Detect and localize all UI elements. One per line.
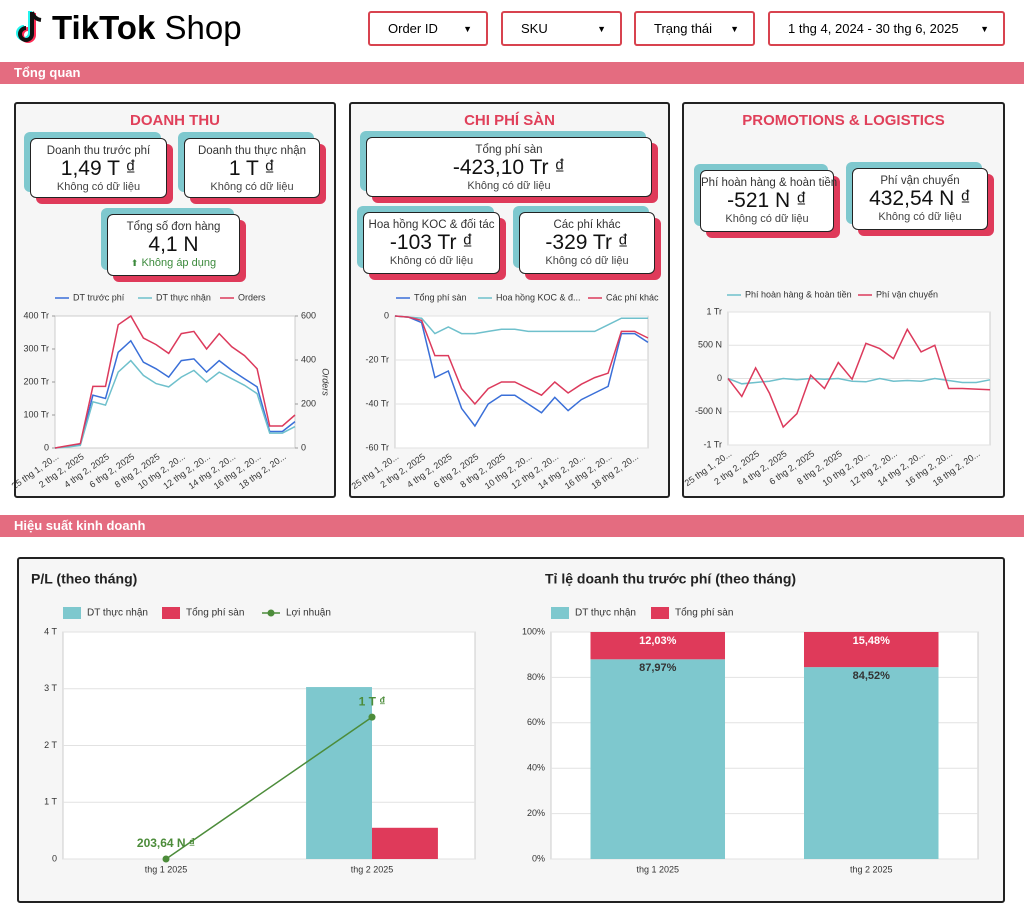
kpi-label: Các phí khác	[553, 219, 621, 231]
section-header: Hiệu suất kinh doanh	[0, 515, 1024, 537]
kpi-card: Tổng số đơn hàng 4,1 N ⬆ Không áp dụng	[107, 214, 240, 276]
kpi-value: 1,49 T ₫	[60, 157, 137, 180]
kpi-value: -521 N ₫	[727, 189, 807, 212]
kpi-card: Hoa hồng KOC & đối tác -103 Tr ₫ Không có …	[363, 212, 500, 274]
kpi-note: Không có dữ liệu	[364, 255, 499, 267]
kpi-card: Doanh thu thực nhận 1 T ₫ Không có dữ liệu	[184, 138, 320, 198]
panel: PROMOTIONS & LOGISTICS	[682, 102, 1005, 498]
panel-title: CHI PHÍ SÀN	[464, 112, 555, 129]
filter-dropdown[interactable]: Order ID ▼	[368, 11, 488, 46]
kpi-value: 1 T ₫	[228, 157, 276, 180]
panel-title: DOANH THU	[130, 112, 220, 129]
logo-icon	[16, 11, 42, 43]
kpi-value: 4,1 N	[148, 233, 199, 256]
kpi-label: Phí hoàn hàng & hoàn tiền	[701, 177, 838, 189]
kpi-note-text: Không có dữ liệu	[725, 213, 809, 225]
kpi-note-text: Không có dữ liệu	[467, 180, 551, 192]
panel	[17, 557, 1005, 903]
kpi-note: ⬆ Không áp dụng	[108, 257, 239, 269]
kpi-note-text: Không áp dụng	[141, 257, 217, 269]
kpi-note-text: Không có dữ liệu	[545, 255, 629, 267]
kpi-card: Phí hoàn hàng & hoàn tiền -521 N ₫ Không c…	[700, 170, 838, 232]
kpi-note: Không có dữ liệu	[185, 181, 319, 193]
kpi-label: Doanh thu trước phí	[46, 145, 151, 157]
filter-label: SKU	[521, 21, 548, 36]
logo: TikTok Shop	[52, 9, 242, 47]
kpi-label: Phí vận chuyển	[880, 175, 960, 187]
kpi-note-text: Không có dữ liệu	[878, 211, 962, 223]
filter-dropdown[interactable]: SKU ▼	[501, 11, 622, 46]
kpi-note-text: Không có dữ liệu	[210, 181, 294, 193]
kpi-label: Tổng số đơn hàng	[126, 221, 221, 233]
kpi-value: 432,54 N ₫	[869, 187, 971, 210]
kpi-note-text: Không có dữ liệu	[56, 181, 141, 193]
panel-title: PROMOTIONS & LOGISTICS	[742, 112, 945, 129]
section-header: Tổng quan	[0, 62, 1024, 84]
kpi-label: Tổng phí sàn	[475, 144, 543, 156]
kpi-note-text: Không có dữ liệu	[389, 255, 474, 267]
filter-label: Trạng thái	[654, 21, 713, 36]
kpi-value: -329 Tr ₫	[545, 231, 629, 254]
kpi-card: Tổng phí sàn -423,10 Tr ₫ Không có dữ liệu	[366, 137, 652, 197]
kpi-note: Không có dữ liệu	[520, 255, 654, 267]
filter-label: Order ID	[388, 21, 438, 36]
kpi-value: -103 Tr ₫	[389, 231, 474, 254]
kpi-card: Doanh thu trước phí 1,49 T ₫ Không có dữ l…	[30, 138, 167, 198]
kpi-note: Không có dữ liệu	[31, 181, 166, 193]
kpi-label: Hoa hồng KOC & đối tác	[368, 219, 495, 231]
brand: TikTok	[52, 9, 156, 46]
kpi-note: Không có dữ liệu	[367, 180, 651, 192]
filter-dropdown[interactable]: Trạng thái ▼	[634, 11, 755, 46]
up-arrow-icon: ⬆	[130, 258, 139, 268]
kpi-card: Phí vận chuyển 432,54 N ₫ Không có dữ liệu	[852, 168, 988, 230]
brand-suffix: Shop	[164, 9, 242, 46]
kpi-label: Doanh thu thực nhận	[197, 145, 307, 157]
kpi-note: Không có dữ liệu	[701, 213, 833, 225]
filter-label: 1 thg 4, 2024 - 30 thg 6, 2025	[788, 21, 959, 36]
kpi-value: -423,10 Tr ₫	[452, 156, 566, 179]
kpi-note: Không có dữ liệu	[853, 211, 987, 223]
date-range[interactable]: 1 thg 4, 2024 - 30 thg 6, 2025 ▼	[768, 11, 1005, 46]
kpi-card: Các phí khác -329 Tr ₫ Không có dữ liệu	[519, 212, 655, 274]
